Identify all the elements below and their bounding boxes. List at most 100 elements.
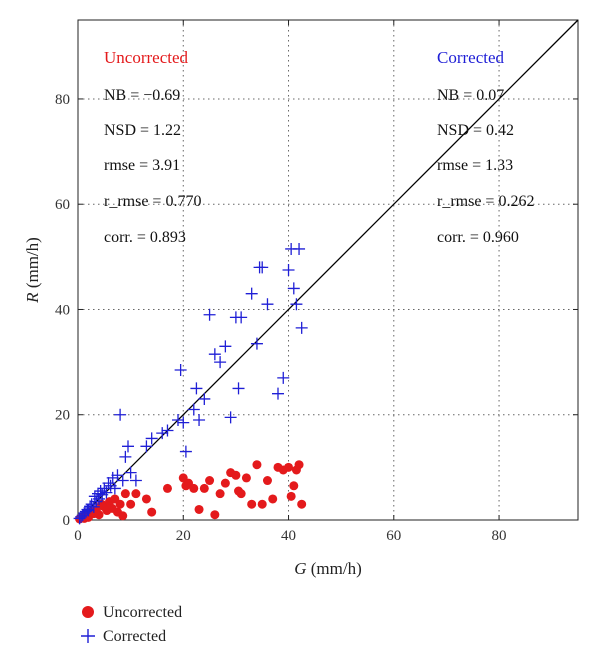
corrected-point	[208, 348, 221, 361]
uncorrected-point	[194, 504, 204, 514]
uncorrected-point	[247, 499, 257, 509]
y-tick-label: 20	[55, 408, 70, 424]
uncorrected-point	[220, 478, 230, 488]
corrected-point	[177, 416, 190, 429]
corrected-point	[245, 287, 258, 300]
corrected-point	[187, 403, 200, 416]
corrected-point	[140, 440, 153, 453]
corrected-point	[261, 298, 274, 311]
uncorrected-point	[120, 489, 130, 499]
uncorrected-point	[126, 499, 136, 509]
legend-uncorrected-marker	[82, 606, 94, 618]
uncorrected-point	[205, 476, 215, 486]
x-axis-title: G (mm/h)	[294, 559, 362, 578]
uncorrected-point	[289, 481, 299, 491]
corrected-point	[277, 371, 290, 384]
corrected-point	[193, 414, 206, 426]
corrected-point	[232, 382, 245, 395]
corrected-point	[219, 340, 232, 353]
y-axis-ticks: 0 20 40 60 80	[55, 92, 578, 529]
corrected-point	[114, 408, 127, 421]
corrected-point	[214, 356, 227, 369]
data-points	[73, 242, 308, 525]
corrected-point	[290, 298, 303, 311]
uncorrected-point	[268, 494, 278, 504]
corrected-point	[190, 382, 203, 395]
corrected-point	[272, 387, 284, 400]
corrected-point	[111, 469, 124, 482]
corrected-point	[100, 486, 113, 499]
corrected-stat-r-rmse: r_rmse = 0.262	[437, 193, 534, 210]
corrected-point	[122, 440, 134, 453]
uncorrected-point	[262, 476, 272, 486]
corrected-stat-nsd: NSD = 0.42	[437, 122, 514, 139]
corrected-point	[293, 242, 306, 255]
x-tick-label: 20	[176, 528, 191, 544]
uncorrected-point	[231, 470, 241, 480]
uncorrected-point	[199, 483, 209, 493]
corrected-point	[179, 445, 192, 458]
corrected-point	[116, 474, 129, 487]
x-tick-label: 40	[281, 528, 296, 544]
corrected-point	[85, 498, 98, 511]
uncorrected-stat-corr: corr. = 0.893	[104, 229, 186, 246]
uncorrected-point	[257, 499, 267, 509]
x-axis-ticks: 0 20 40 60 80	[74, 20, 507, 544]
uncorrected-stats-header: Uncorrected	[104, 48, 189, 67]
series-corrected	[73, 242, 308, 525]
uncorrected-point	[284, 462, 294, 472]
corrected-point	[87, 500, 100, 513]
uncorrected-point	[286, 491, 296, 501]
uncorrected-point	[147, 507, 157, 517]
uncorrected-point	[115, 499, 125, 509]
corrected-point	[161, 424, 174, 437]
corrected-point	[124, 466, 137, 479]
uncorrected-point	[294, 460, 304, 470]
corrected-point	[145, 432, 158, 445]
corrected-stat-rmse: rmse = 1.33	[437, 157, 513, 174]
y-tick-label: 0	[63, 513, 71, 529]
x-tick-label: 60	[386, 528, 401, 544]
corrected-point	[287, 282, 300, 295]
corrected-point	[172, 414, 184, 426]
uncorrected-point	[215, 489, 225, 499]
corrected-point	[295, 321, 308, 334]
corrected-point	[235, 311, 248, 324]
uncorrected-point	[94, 510, 104, 520]
uncorrected-point	[141, 494, 151, 504]
y-tick-label: 60	[55, 197, 70, 213]
uncorrected-point	[241, 473, 251, 483]
legend-corrected-label: Corrected	[103, 628, 166, 645]
y-axis-title: R (mm/h)	[23, 237, 42, 304]
legend: Uncorrected Corrected	[81, 604, 182, 645]
corrected-point	[106, 471, 119, 484]
x-tick-label: 80	[492, 528, 507, 544]
corrected-point	[174, 364, 187, 376]
corrected-point	[119, 450, 132, 463]
y-tick-label: 40	[55, 302, 70, 318]
uncorrected-point	[131, 489, 141, 499]
uncorrected-stat-nb: NB = −0.69	[104, 87, 180, 104]
uncorrected-point	[162, 483, 172, 493]
corrected-point	[156, 427, 169, 440]
uncorrected-point	[118, 511, 128, 521]
corrected-point	[73, 512, 86, 525]
uncorrected-point	[210, 510, 220, 520]
x-tick-label: 0	[74, 528, 82, 544]
corrected-point	[256, 261, 269, 274]
one-to-one-line	[77, 19, 579, 521]
corrected-point	[198, 392, 211, 405]
corrected-point	[129, 474, 142, 487]
corrected-stats-header: Corrected	[437, 48, 505, 67]
corrected-point	[108, 482, 121, 495]
uncorrected-stat-nsd: NSD = 1.22	[104, 122, 181, 139]
corrected-point	[250, 337, 263, 350]
uncorrected-point	[297, 499, 307, 509]
uncorrected-stat-rmse: rmse = 3.91	[104, 157, 180, 174]
uncorrected-point	[189, 483, 199, 493]
corrected-point	[90, 495, 103, 508]
one-to-one-line-group	[77, 19, 579, 521]
corrected-stat-nb: NB = 0.07	[437, 87, 504, 104]
corrected-point	[282, 264, 295, 276]
